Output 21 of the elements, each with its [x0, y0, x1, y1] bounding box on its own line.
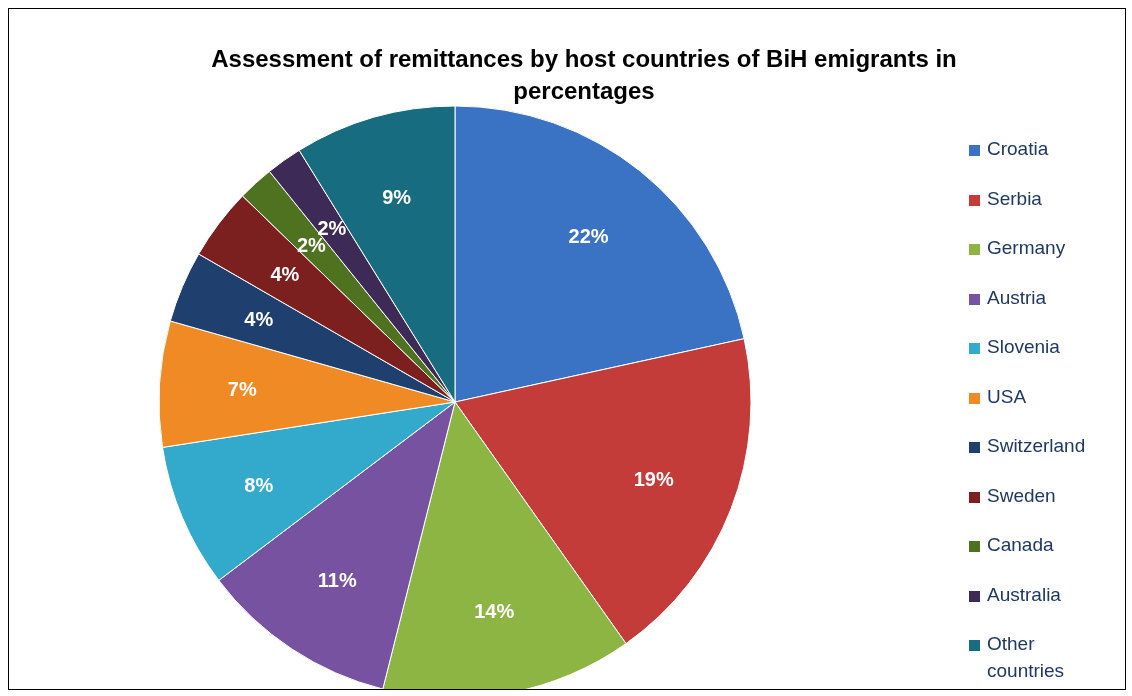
legend-label: Canada	[987, 533, 1055, 557]
legend-label: Sweden	[987, 483, 1057, 508]
legend-label: Slovenia	[987, 335, 1061, 359]
data-label: 22%	[568, 224, 609, 247]
data-label: 19%	[633, 467, 674, 490]
data-label: 9%	[382, 186, 412, 209]
legend-label: Austria	[987, 285, 1048, 310]
legend-label: Croatia	[987, 137, 1050, 161]
data-label: 4%	[270, 262, 300, 285]
data-label: 11%	[317, 568, 357, 591]
legend-label: Switzerland	[987, 434, 1087, 458]
legend-label: Other countries	[987, 632, 1066, 683]
data-label: 4%	[244, 307, 274, 330]
data-label: 8%	[244, 474, 274, 497]
data-label: 7%	[227, 377, 257, 400]
chart-title: Assessment of remittances by host countries of BiH emigrants in percentages	[210, 44, 958, 106]
data-label: 14%	[474, 600, 515, 623]
legend-label: Serbia	[987, 186, 1043, 211]
legend-label: Germany	[987, 236, 1067, 260]
legend-label: USA	[987, 384, 1028, 409]
legend-label: Australia	[987, 582, 1062, 607]
